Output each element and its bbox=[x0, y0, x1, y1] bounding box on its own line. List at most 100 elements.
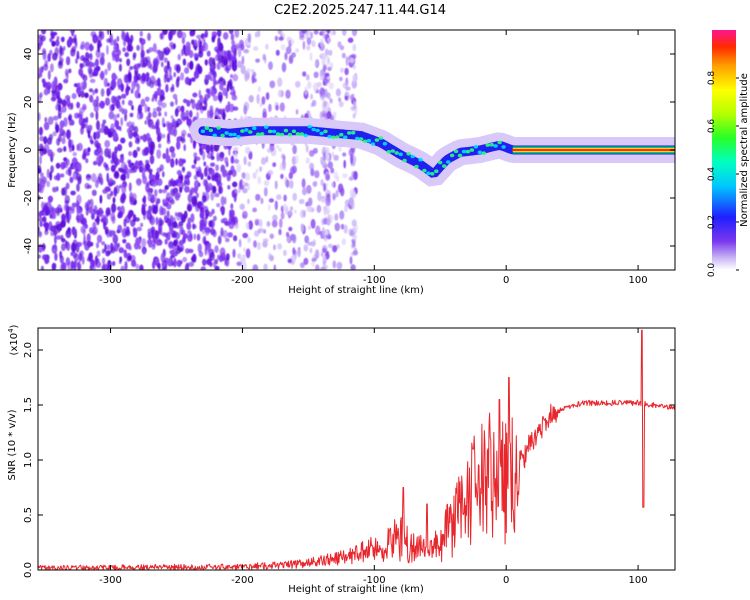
noise-blob bbox=[171, 261, 175, 267]
noise-blob bbox=[182, 256, 188, 263]
noise-blob bbox=[63, 159, 68, 165]
snr-frame bbox=[37, 327, 676, 571]
noise-blob bbox=[272, 162, 277, 168]
noise-blob bbox=[112, 261, 116, 266]
ridge-blob bbox=[271, 129, 277, 134]
noise-blob bbox=[217, 30, 222, 37]
noise-blob bbox=[72, 152, 77, 157]
noise-blob bbox=[127, 255, 132, 261]
noise-blob bbox=[198, 50, 204, 58]
noise-blob bbox=[61, 137, 66, 145]
ridge-blob bbox=[461, 149, 467, 154]
noise-blob bbox=[219, 247, 226, 257]
noise-blob bbox=[338, 101, 344, 108]
noise-blob bbox=[213, 215, 217, 222]
noise-blob bbox=[106, 87, 110, 97]
noise-blob bbox=[233, 235, 238, 242]
noise-blob bbox=[223, 32, 229, 40]
noise-blob bbox=[193, 174, 198, 180]
noise-blob bbox=[175, 78, 180, 88]
noise-blob bbox=[331, 151, 335, 157]
noise-blob bbox=[121, 184, 127, 194]
noise-blob bbox=[278, 228, 282, 236]
snr-x-tick-label: -200 bbox=[231, 575, 254, 586]
noise-blob bbox=[261, 157, 266, 165]
noise-blob bbox=[100, 217, 106, 223]
noise-blob bbox=[155, 241, 160, 246]
noise-blob bbox=[352, 234, 357, 241]
noise-blob bbox=[215, 164, 220, 172]
noise-blob bbox=[99, 194, 103, 204]
noise-blob bbox=[218, 108, 225, 115]
noise-blob bbox=[277, 77, 283, 87]
noise-blob bbox=[334, 222, 341, 232]
noise-blob bbox=[316, 81, 322, 88]
noise-blob bbox=[306, 37, 312, 46]
noise-blob bbox=[213, 34, 217, 39]
noise-blob bbox=[140, 98, 146, 108]
spectrogram-x-axis-label: Height of straight line (km) bbox=[288, 285, 424, 296]
noise-blob bbox=[145, 72, 150, 78]
noise-blob bbox=[59, 207, 63, 213]
noise-blob bbox=[86, 241, 92, 248]
noise-blob bbox=[121, 93, 127, 99]
ridge-blob bbox=[481, 151, 486, 155]
noise-blob bbox=[282, 203, 288, 212]
noise-blob bbox=[89, 94, 94, 103]
noise-blob bbox=[295, 48, 300, 53]
noise-blob bbox=[110, 212, 116, 222]
noise-blob bbox=[204, 167, 208, 177]
noise-blob bbox=[257, 86, 261, 93]
noise-blob bbox=[190, 77, 196, 82]
noise-blob bbox=[230, 91, 234, 96]
noise-blob bbox=[139, 38, 146, 45]
noise-blob bbox=[63, 117, 68, 127]
noise-blob bbox=[73, 34, 77, 43]
noise-blob bbox=[279, 102, 285, 112]
noise-blob bbox=[311, 99, 317, 107]
noise-blob bbox=[88, 88, 94, 93]
noise-blob bbox=[325, 196, 331, 207]
noise-blob bbox=[171, 118, 176, 127]
noise-blob bbox=[273, 264, 277, 270]
noise-blob bbox=[149, 215, 156, 226]
noise-blob bbox=[130, 221, 135, 227]
noise-blob bbox=[303, 257, 309, 265]
noise-blob bbox=[301, 178, 306, 189]
noise-blob bbox=[225, 237, 230, 243]
noise-blob bbox=[124, 52, 129, 58]
noise-blob bbox=[147, 231, 153, 240]
noise-blob bbox=[104, 140, 111, 148]
noise-blob bbox=[169, 215, 174, 225]
noise-blob bbox=[155, 216, 159, 226]
noise-blob bbox=[280, 173, 284, 179]
noise-blob bbox=[105, 250, 111, 257]
noise-blob bbox=[168, 30, 173, 40]
noise-blob bbox=[213, 77, 217, 87]
noise-blob bbox=[195, 192, 199, 199]
noise-blob bbox=[344, 95, 349, 101]
noise-blob bbox=[51, 94, 57, 101]
noise-blob bbox=[78, 162, 82, 172]
noise-blob bbox=[228, 170, 233, 176]
noise-blob bbox=[38, 126, 44, 136]
noise-blob bbox=[169, 225, 174, 235]
noise-blob bbox=[88, 44, 94, 52]
noise-blob bbox=[140, 222, 144, 228]
noise-blob bbox=[151, 180, 158, 187]
noise-blob bbox=[109, 39, 116, 46]
noise-blob bbox=[179, 260, 183, 265]
noise-blob bbox=[61, 213, 66, 222]
noise-blob bbox=[320, 52, 325, 57]
colorbar-tick-label: 0.0 bbox=[707, 263, 717, 278]
noise-blob bbox=[256, 94, 260, 104]
noise-blob bbox=[214, 192, 220, 198]
noise-blob bbox=[173, 127, 178, 137]
noise-blob bbox=[274, 200, 278, 211]
ridge-blob bbox=[267, 129, 273, 134]
noise-blob bbox=[72, 261, 76, 268]
noise-blob bbox=[56, 36, 60, 41]
noise-blob bbox=[190, 213, 195, 223]
noise-blob bbox=[202, 258, 207, 266]
noise-blob bbox=[256, 242, 261, 250]
